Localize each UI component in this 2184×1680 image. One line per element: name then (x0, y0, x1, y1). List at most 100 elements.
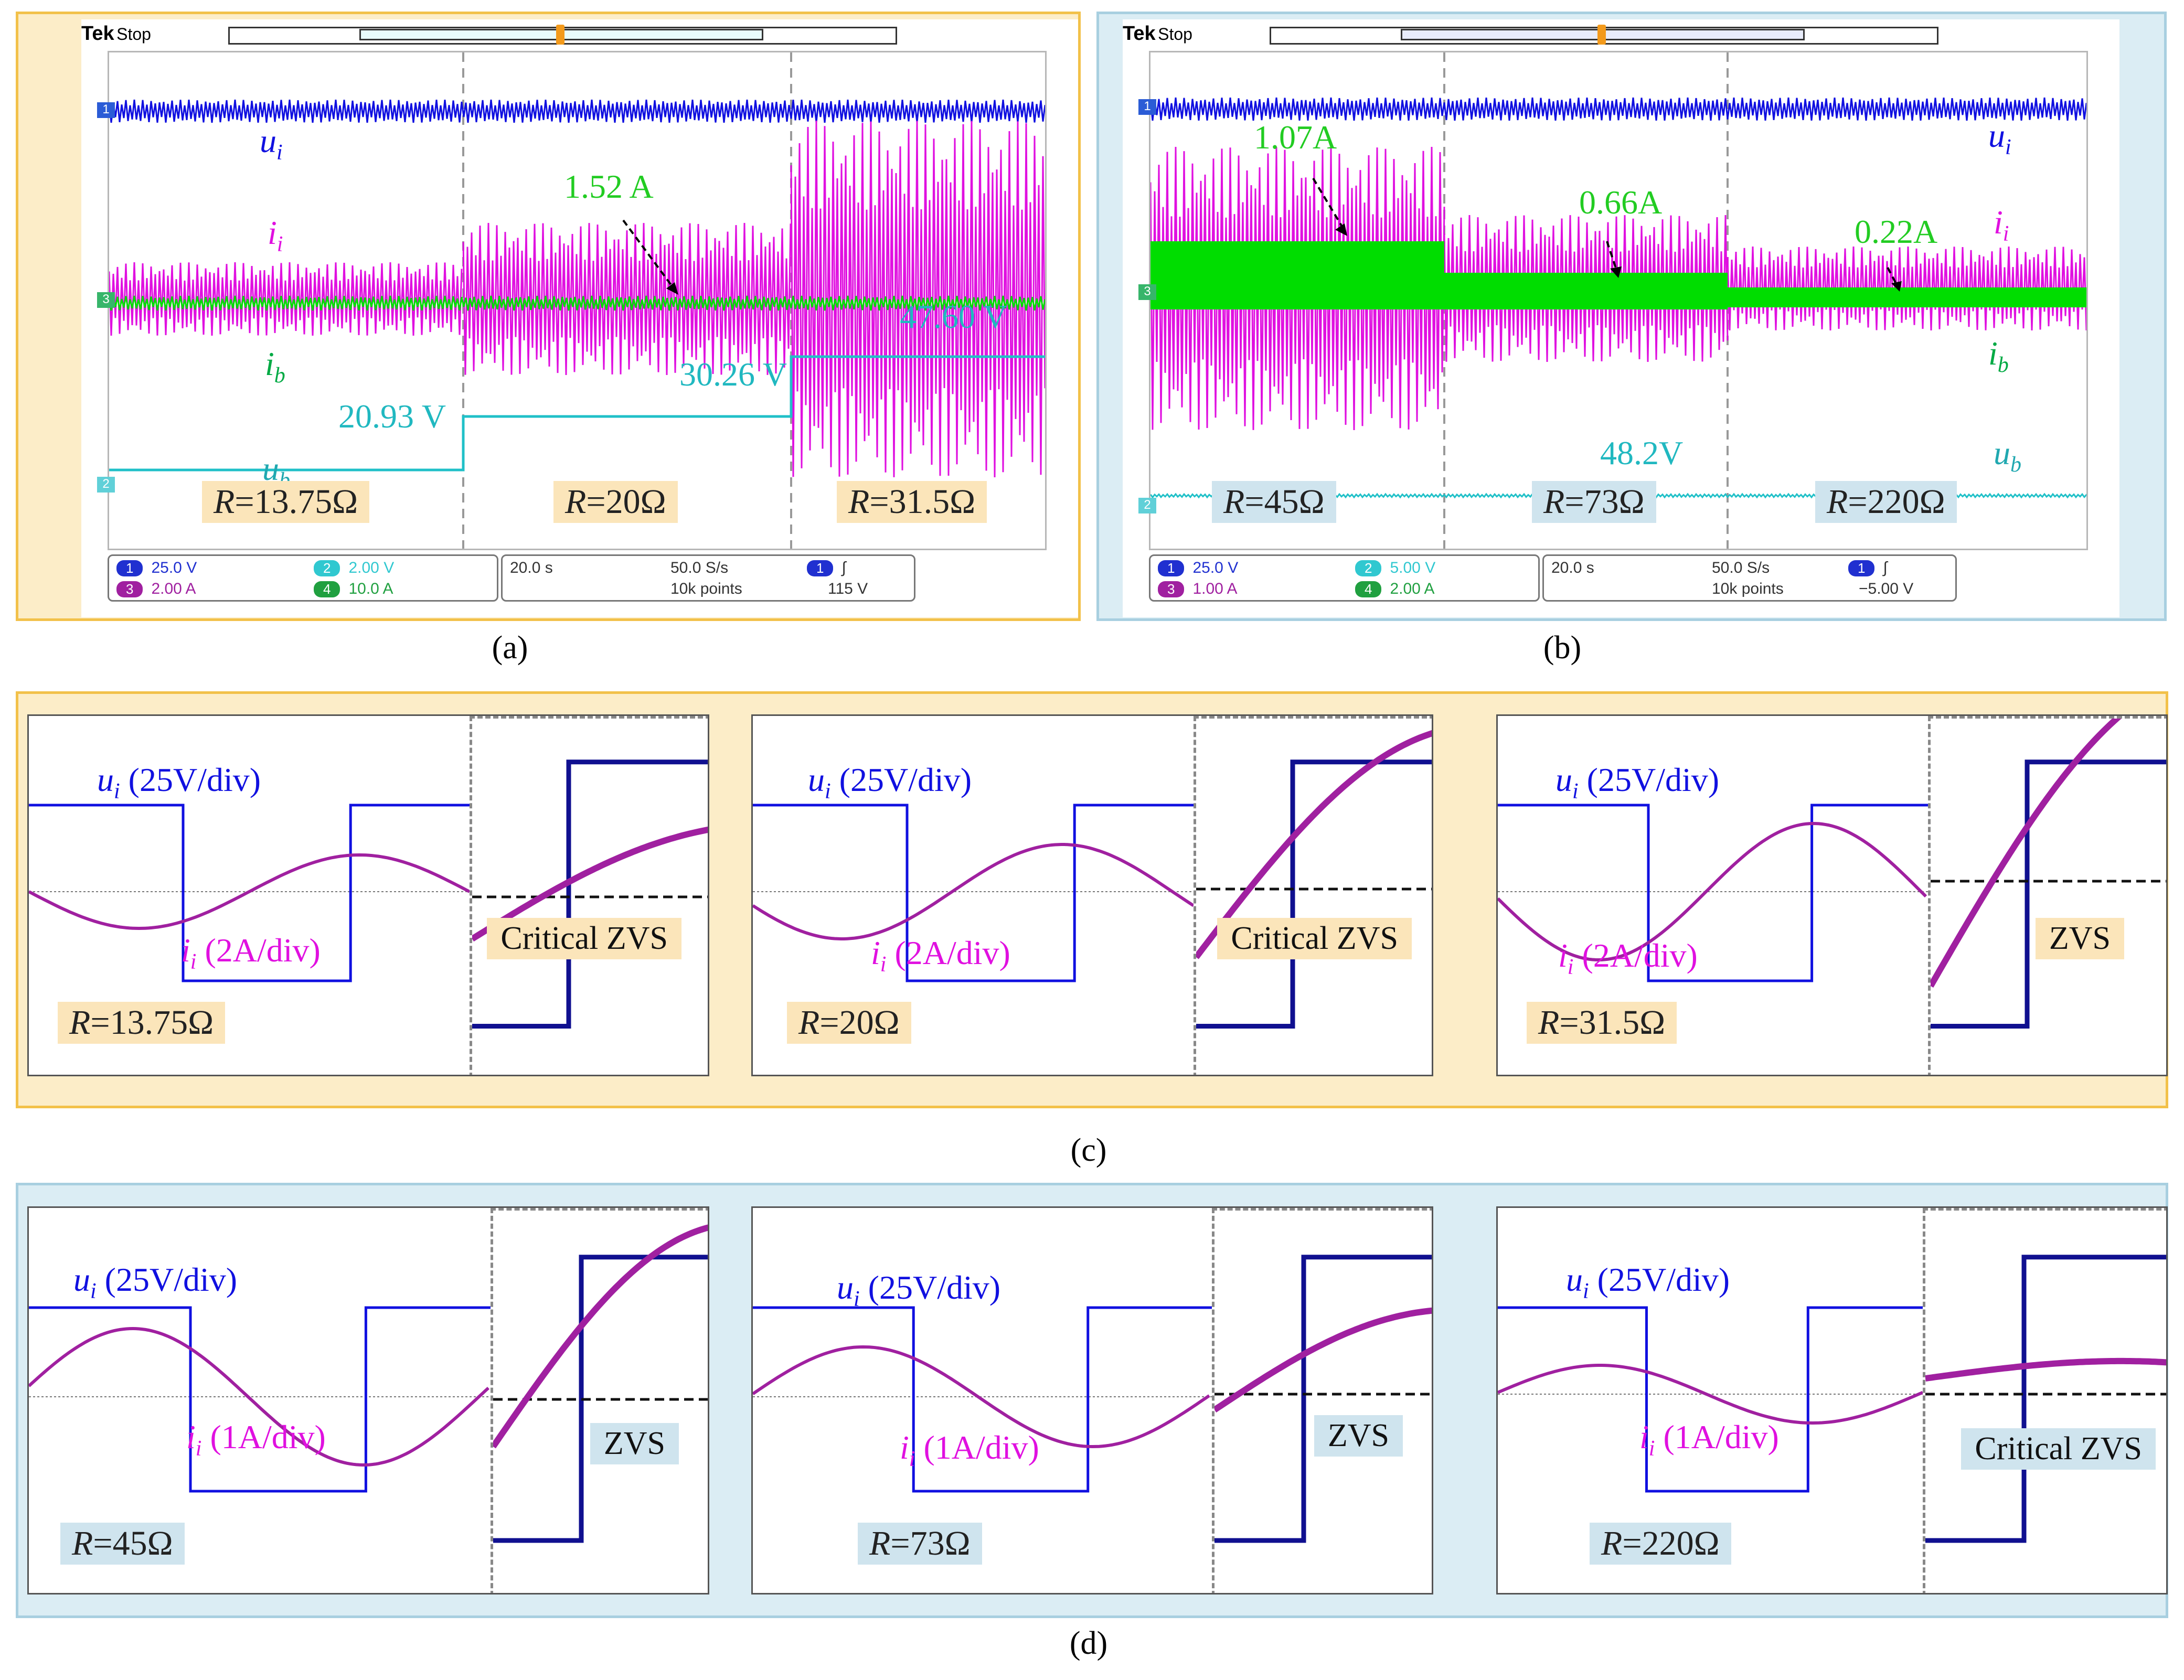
status-channels: 1 25.0 V 2 5.00 V 3 1.00 A 4 2.00 A (1149, 554, 1540, 602)
annotation-arrow-2 (1606, 241, 1618, 273)
ii-sine-wave (29, 853, 471, 930)
ib-trace (109, 295, 1045, 311)
ib-annotation: 1.52 A (564, 168, 654, 205)
r-box-a1: R=13.75Ω (202, 481, 370, 523)
r-box-b1: R=45Ω (1212, 481, 1336, 523)
r-box: R=13.75Ω (58, 1002, 226, 1044)
ui-label: ui (25V/div) (808, 761, 972, 804)
tek-brand: Tek (1123, 23, 1156, 45)
zoom-window (1194, 716, 1432, 1075)
ii-label: ii (2A/div) (1558, 937, 1698, 979)
caption-b: (b) (1543, 630, 1582, 666)
zoom-window (1923, 1208, 2166, 1593)
zoom-window (491, 1208, 708, 1593)
ib-annotation-2: 0.66A (1579, 184, 1663, 221)
ch1-marker: 1 (1138, 99, 1156, 115)
zoom-window (1928, 716, 2166, 1075)
status-timebase: 20.0 s 50.0 S/s 10k points 1 ∫ 115 V (501, 554, 915, 602)
ii-sine-wave (29, 1326, 490, 1467)
scope-b: Tek Stop 1 3 2 ui ii ib ub 1.07A 0.66A 0… (1123, 19, 2119, 617)
r-box-b3: R=220Ω (1815, 481, 1957, 523)
caption-c: (c) (1070, 1132, 1107, 1168)
zoom-ii-trace (1931, 719, 2122, 988)
scope-a: Tek Stop 1 3 2 ui ii ib ub 20.93 V 30.26… (81, 19, 1078, 617)
r-box-a3: R=31.5Ω (837, 481, 987, 523)
ii-sine-wave (1498, 1364, 1924, 1425)
zoom-ii-trace (1196, 730, 1432, 959)
row_d-panel-2-svg (753, 1306, 1212, 1493)
r-box-a2: R=20Ω (553, 481, 678, 523)
label-ib: ib (1988, 335, 2009, 377)
zoom-ui-trace (1214, 1255, 1432, 1543)
ub-value-3: 47.60 V (900, 298, 1008, 335)
row_c-panel-2: ui (25V/div) ii (2A/div) R=20Ω Critical ZVS (751, 714, 1433, 1076)
row_d-panel-3: ui (25V/div) ii (1A/div) R=220Ω Critical ZV… (1496, 1206, 2168, 1595)
ui-square-wave (1498, 1306, 1923, 1493)
zoom-window (470, 716, 708, 1075)
ii-label: ii (1A/div) (900, 1429, 1039, 1471)
zoom-svg (1214, 1255, 1432, 1543)
ui-square-wave (753, 1306, 1212, 1493)
zvs-label: Critical ZVS (1217, 918, 1412, 959)
ii-label: ii (2A/div) (871, 934, 1010, 977)
row_c-panel-1-svg (29, 804, 471, 982)
acq-state: Stop (1158, 25, 1192, 44)
zoom-ui-trace (1196, 759, 1432, 1029)
scope-b-grid (1149, 51, 2088, 550)
annotation-arrowhead (666, 282, 678, 295)
annotation-arrowhead-3 (1891, 281, 1902, 292)
zoom-ui-trace (472, 759, 708, 1029)
zoom-svg (1196, 730, 1432, 1029)
ui-trace (109, 99, 1045, 123)
scope-a-waveforms (109, 52, 1045, 549)
zoom-svg (1925, 1255, 2166, 1543)
annotation-arrowhead-2 (1610, 266, 1622, 278)
ii-sine-wave (753, 843, 1195, 940)
row_d-panel-1: ui (25V/div) ii (1A/div) R=45Ω ZVS (27, 1206, 709, 1595)
ch3-marker: 3 (1138, 284, 1156, 300)
annotation-arrowhead-1 (1335, 223, 1347, 236)
ib-annotation-3: 0.22A (1855, 213, 1938, 250)
ui-label: ui (25V/div) (1566, 1261, 1730, 1303)
acq-state: Stop (116, 25, 151, 44)
r-box: R=31.5Ω (1527, 1002, 1677, 1044)
ui-label: ui (25V/div) (837, 1269, 1001, 1311)
r-box: R=73Ω (858, 1523, 982, 1565)
ui-square-wave (29, 804, 470, 982)
ch1-marker: 1 (97, 102, 115, 118)
ib-band-3 (1728, 287, 2086, 307)
ui-label: ui (25V/div) (1556, 761, 1720, 804)
annotation-arrow (622, 219, 677, 292)
zvs-label: ZVS (2035, 918, 2124, 959)
ib-band-1 (1150, 241, 1444, 309)
scope-b-header: Tek Stop (1123, 23, 1192, 45)
zoom-ii-trace (1214, 1307, 1432, 1413)
ii-trace-seg3 (790, 120, 1045, 478)
ib-band-2 (1444, 273, 1728, 309)
trigger-pos-icon (556, 25, 564, 45)
row_c-panel-3-svg (1498, 804, 1928, 982)
label-ui: ui (260, 122, 283, 165)
row_d-panel-2: ui (25V/div) ii (1A/div) R=73Ω ZVS (751, 1206, 1433, 1595)
zvs-label: Critical ZVS (487, 918, 681, 959)
row_d-panel-3-svg (1498, 1306, 1924, 1493)
zoom-ii-trace (493, 1224, 708, 1449)
ii-trace-seg2 (462, 222, 792, 376)
panel-a: Tek Stop 1 3 2 ui ii ib ub 20.93 V 30.26… (16, 12, 1081, 621)
zoom-window (1212, 1208, 1432, 1593)
caption-a: (a) (492, 630, 528, 666)
ui-square-wave (753, 804, 1194, 982)
caption-d: (d) (1069, 1625, 1108, 1661)
ch3-marker: 3 (97, 292, 115, 308)
label-ii: ii (1994, 204, 2009, 246)
label-ii: ii (268, 214, 283, 256)
r-box: R=45Ω (60, 1523, 185, 1565)
scope-a-grid (108, 51, 1047, 550)
zoom-ii-trace (1925, 1357, 2166, 1382)
zoom-ui-trace (1925, 1255, 2166, 1543)
r-box-b2: R=73Ω (1532, 481, 1656, 523)
ui-label: ui (25V/div) (97, 761, 261, 804)
ii-label: ii (1A/div) (1639, 1418, 1779, 1461)
ub-value: 48.2V (1600, 434, 1684, 472)
ii-label: ii (2A/div) (181, 932, 321, 974)
